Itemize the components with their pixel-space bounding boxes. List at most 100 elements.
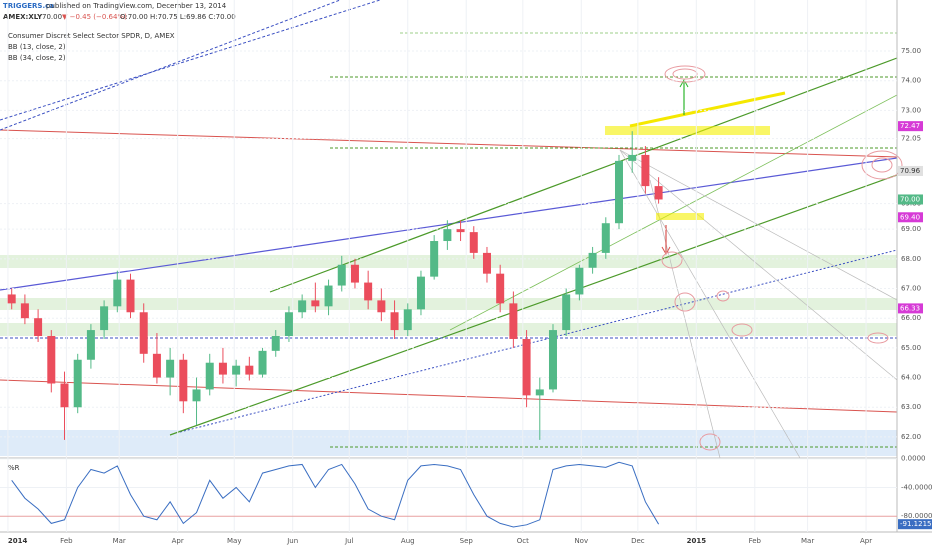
candle-body: [73, 359, 82, 408]
publisher: TRIGGERS.ca: [3, 2, 54, 10]
x-tick-label: Sep: [460, 537, 474, 545]
price-label: 66.33: [900, 304, 920, 312]
candle-body: [337, 264, 346, 286]
x-tick-label: Feb: [60, 537, 73, 545]
x-tick-label: Aug: [401, 537, 415, 545]
candle-body: [113, 279, 122, 307]
indicator-title: %R: [8, 464, 20, 472]
candle-body: [100, 306, 109, 331]
candle-body: [482, 252, 491, 274]
candle-body: [350, 264, 359, 283]
candle-body: [86, 330, 95, 360]
candle-body: [364, 282, 373, 301]
price-label-box: [898, 165, 923, 176]
candle-body: [509, 303, 518, 339]
last-price: 70.00: [42, 13, 62, 21]
x-tick-label: 2014: [8, 537, 28, 545]
y-tick-label: 74.00: [901, 77, 921, 85]
candle-body: [403, 309, 412, 331]
y-tick-label: 0.0000: [901, 455, 926, 463]
candle-body: [469, 232, 478, 253]
candle-body: [535, 389, 544, 396]
candle-body: [60, 383, 69, 408]
candle-body: [34, 318, 43, 337]
price-label: 70.00: [900, 195, 920, 203]
x-tick-label: Feb: [749, 537, 762, 545]
candle-body: [284, 312, 293, 337]
candle-body: [443, 229, 452, 242]
price-label: 70.96: [900, 167, 921, 175]
candle-body: [271, 336, 280, 351]
price-label-box: [898, 212, 923, 223]
price-label-box: [898, 303, 923, 314]
published-note: published on TradingView.com, December 1…: [46, 2, 227, 10]
candle-body: [390, 312, 399, 331]
y-tick-label: 63.00: [901, 403, 921, 411]
candle-body: [179, 359, 188, 402]
y-tick-label: 65.00: [901, 344, 921, 352]
x-tick-label: 2015: [687, 537, 707, 545]
candle-body: [298, 300, 307, 313]
y-tick-label: -80.0000: [901, 512, 932, 520]
candle-body: [456, 229, 465, 233]
chart-title: Consumer Discret Select Sector SPDR, D, …: [8, 32, 175, 40]
candle-body: [430, 241, 439, 277]
x-tick-label: Apr: [172, 537, 184, 545]
last-value-label: -91.1215: [900, 520, 931, 528]
price-label-box: [898, 194, 923, 205]
candle-body: [258, 350, 267, 375]
price-label: 72.47: [900, 122, 920, 130]
candle-body: [548, 330, 557, 390]
y-tick-label: 64.00: [901, 374, 921, 382]
candle-body: [7, 294, 16, 304]
price-change: ▼ −0.45 (−0.64%): [62, 13, 127, 21]
candle-body: [522, 338, 531, 396]
candle-body: [311, 300, 320, 307]
x-tick-label: Nov: [574, 537, 588, 545]
y-tick-label: 67.00: [901, 285, 921, 293]
candle-body: [324, 285, 333, 307]
candle-body: [575, 267, 584, 295]
y-tick-label: 62.00: [901, 433, 921, 441]
y-tick-label: 75.00: [901, 47, 921, 55]
candle-body: [614, 160, 623, 224]
candle-body: [205, 362, 214, 390]
indicator-label: BB (13, close, 2): [8, 43, 66, 51]
candle-body: [232, 365, 241, 375]
candle-body: [601, 223, 610, 253]
candle-body: [641, 154, 650, 187]
x-tick-label: Dec: [631, 537, 645, 545]
candle-body: [416, 276, 425, 310]
y-tick-label: 73.00: [901, 106, 921, 114]
candle-body: [245, 365, 254, 375]
y-tick-label: 66.00: [901, 314, 921, 322]
price-label: 69.40: [900, 213, 920, 221]
candle-body: [628, 154, 637, 161]
candle-body: [588, 252, 597, 268]
candle-body: [126, 279, 135, 313]
candle-body: [562, 294, 571, 331]
candle-body: [654, 186, 663, 200]
candle-body: [139, 312, 148, 354]
y-tick-label: 72.05: [901, 135, 921, 143]
candle-body: [20, 303, 29, 319]
y-tick-label: 68.00: [901, 255, 921, 263]
x-tick-label: Mar: [801, 537, 814, 545]
x-tick-label: Mar: [113, 537, 126, 545]
candle-body: [377, 300, 386, 313]
candle-body: [496, 273, 505, 304]
candle-body: [192, 389, 201, 402]
x-tick-label: Jul: [344, 537, 354, 545]
x-tick-label: Apr: [860, 537, 872, 545]
x-tick-label: Jun: [286, 537, 298, 545]
candle-body: [152, 353, 161, 378]
price-label-box: [898, 121, 923, 132]
candle-body: [47, 336, 56, 384]
x-tick-label: Oct: [517, 537, 529, 545]
y-tick-label: 69.00: [901, 225, 921, 233]
y-tick-label: -40.0000: [901, 483, 932, 491]
indicator-label: BB (34, close, 2): [8, 54, 66, 62]
x-tick-label: May: [227, 537, 241, 545]
symbol: AMEX:XLY: [3, 13, 43, 21]
